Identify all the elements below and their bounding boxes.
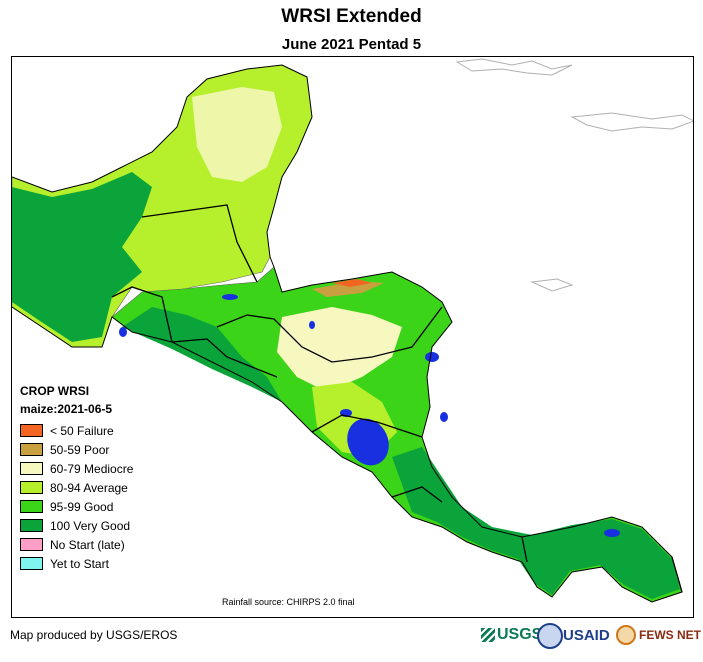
island-outline [455, 58, 573, 76]
country-border [216, 306, 443, 363]
map-frame [11, 56, 694, 618]
zone-average [162, 157, 267, 275]
country-border [391, 486, 443, 503]
zone-very-good [122, 307, 282, 402]
map-subtitle: June 2021 Pentad 5 [281, 36, 422, 53]
legend-swatch [20, 538, 43, 551]
legend-label: 100 Very Good [50, 518, 131, 533]
legend-item: 50-59 Poor [20, 440, 133, 459]
lake-gatun [604, 529, 620, 537]
legend-swatch [20, 500, 43, 513]
coastline [12, 64, 683, 603]
legend-item: 95-99 Good [20, 497, 133, 516]
usaid-seal-icon [537, 623, 563, 649]
fews-net-logo-text: FEWS NET [639, 628, 701, 642]
legend-label: No Start (late) [50, 537, 125, 552]
lagoon-caratasca [425, 352, 439, 362]
lagoon [440, 412, 448, 422]
legend-item: 60-79 Mediocre [20, 459, 133, 478]
fews-net-logo: FEWS NET [616, 622, 701, 648]
zone-very-good [392, 447, 680, 599]
island-outline [570, 112, 693, 132]
usaid-logo-text: USAID [563, 626, 610, 644]
legend-label: Yet to Start [50, 556, 109, 571]
legend-item: 100 Very Good [20, 516, 133, 535]
island-outline [530, 278, 574, 292]
legend-label: 80-94 Average [50, 480, 128, 495]
zone-mediocre [277, 307, 402, 392]
legend-label: < 50 Failure [50, 423, 114, 438]
country-border [111, 286, 173, 343]
zone-very-good [12, 172, 152, 342]
legend-swatch [20, 557, 43, 570]
lake-izabal [222, 294, 238, 300]
legend-item: No Start (late) [20, 535, 133, 554]
map-title: WRSI Extended [281, 6, 422, 27]
legend-item: Yet to Start [20, 554, 133, 573]
legend-swatch [20, 424, 43, 437]
usgs-mark-icon [481, 628, 495, 642]
legend-swatch [20, 519, 43, 532]
map-canvas [12, 58, 693, 603]
zone-poor [312, 281, 384, 297]
legend-swatch [20, 462, 43, 475]
country-border [141, 204, 258, 283]
lake-atitlan [119, 327, 127, 337]
map-credit: Map produced by USGS/EROS [10, 628, 178, 642]
usaid-logo: USAID [563, 622, 610, 648]
globe-icon [616, 625, 636, 645]
country-border [171, 338, 278, 378]
usgs-logo: USGS [481, 622, 542, 648]
legend-label: 95-99 Good [50, 499, 114, 514]
country-border [521, 536, 528, 563]
usgs-logo-text: USGS [497, 626, 543, 643]
country-border [311, 414, 423, 438]
zone-failure [332, 279, 372, 287]
legend-item: < 50 Failure [20, 421, 133, 440]
legend-item: 80-94 Average [20, 478, 133, 497]
lake-nicaragua [347, 418, 389, 466]
legend-title: CROP WRSI [20, 384, 90, 398]
legend-label: 60-79 Mediocre [50, 461, 134, 476]
legend-swatch [20, 443, 43, 456]
legend-label: 50-59 Poor [50, 442, 110, 457]
zone-mediocre [192, 87, 282, 182]
rainfall-source: Rainfall source: CHIRPS 2.0 final [222, 597, 355, 607]
legend-swatch [20, 481, 43, 494]
legend: CROP WRSI maize:2021-06-5 < 50 Failure 50… [20, 382, 133, 573]
lake-yojoa [309, 321, 315, 329]
legend-subtitle: maize:2021-06-5 [20, 402, 113, 416]
